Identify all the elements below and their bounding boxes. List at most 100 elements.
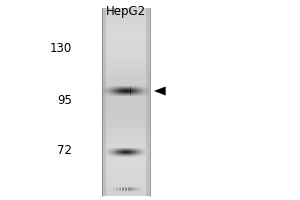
Bar (135, 154, 136, 155)
Bar (119, 149, 120, 150)
Bar (127, 89, 128, 90)
Bar (114, 152, 115, 153)
Bar (144, 150, 145, 151)
Bar (141, 89, 142, 90)
Bar (117, 91, 118, 92)
Bar (119, 153, 120, 154)
Bar (146, 93, 147, 94)
Bar (143, 86, 144, 87)
Bar (102, 60, 150, 62)
Bar (139, 153, 140, 154)
Bar (145, 94, 146, 95)
Bar (102, 31, 150, 34)
Bar (102, 189, 150, 191)
Bar (123, 150, 124, 151)
Bar (108, 95, 109, 96)
Bar (122, 153, 123, 154)
Bar (125, 154, 126, 155)
Bar (102, 182, 150, 184)
Bar (135, 92, 136, 93)
Bar (130, 91, 131, 92)
Bar (141, 152, 142, 153)
Bar (130, 154, 131, 155)
Bar (109, 92, 110, 93)
Bar (136, 86, 137, 87)
Bar (147, 89, 148, 90)
Bar (126, 94, 127, 95)
Bar (102, 97, 150, 100)
Bar (142, 90, 143, 91)
Bar (107, 151, 108, 152)
Bar (107, 153, 108, 154)
Bar (143, 93, 144, 94)
Bar (126, 91, 127, 92)
Bar (102, 137, 150, 140)
Bar (119, 154, 120, 155)
Bar (132, 149, 133, 150)
Bar (142, 95, 143, 96)
Bar (102, 128, 150, 130)
Bar (124, 94, 125, 95)
Bar (110, 92, 111, 93)
Bar (128, 154, 129, 155)
Bar (138, 88, 139, 89)
Bar (126, 152, 127, 153)
Bar (115, 89, 116, 90)
Bar (134, 152, 135, 153)
Bar (140, 91, 141, 92)
Bar (143, 153, 144, 154)
Bar (105, 93, 106, 94)
Bar (121, 91, 122, 92)
Bar (134, 149, 135, 150)
Bar (106, 149, 107, 150)
Bar (107, 148, 108, 149)
Bar (103, 90, 104, 91)
Bar (102, 29, 150, 31)
Bar (102, 158, 150, 161)
Bar (116, 153, 117, 154)
Bar (111, 94, 112, 95)
Bar (145, 89, 146, 90)
Bar (121, 88, 122, 89)
Bar (144, 152, 145, 153)
Bar (120, 92, 121, 93)
Bar (107, 93, 108, 94)
Bar (141, 86, 142, 87)
Bar (102, 24, 150, 27)
Bar (126, 149, 127, 150)
Bar (114, 89, 115, 90)
Bar (123, 151, 124, 152)
Bar (102, 172, 150, 175)
Bar (113, 95, 114, 96)
Bar (137, 149, 138, 150)
Bar (126, 89, 127, 90)
Bar (119, 151, 120, 152)
Bar (137, 94, 138, 95)
Bar (145, 149, 146, 150)
Bar (136, 148, 137, 149)
Bar (144, 95, 145, 96)
Bar (132, 90, 133, 91)
Bar (122, 91, 123, 92)
Bar (126, 90, 127, 91)
Bar (113, 87, 114, 88)
Bar (144, 88, 145, 89)
Bar (102, 130, 150, 133)
Bar (102, 74, 150, 76)
Bar (117, 88, 118, 89)
Bar (137, 86, 138, 87)
Bar (130, 86, 131, 87)
Bar (139, 152, 140, 153)
Bar (119, 150, 120, 151)
Bar (111, 149, 112, 150)
Bar (120, 90, 121, 91)
Bar (137, 153, 138, 154)
Bar (114, 151, 115, 152)
Bar (102, 107, 150, 109)
Bar (131, 152, 132, 153)
Bar (137, 95, 138, 96)
Bar (120, 148, 121, 149)
Bar (117, 151, 118, 152)
Bar (134, 89, 135, 90)
Bar (146, 89, 147, 90)
